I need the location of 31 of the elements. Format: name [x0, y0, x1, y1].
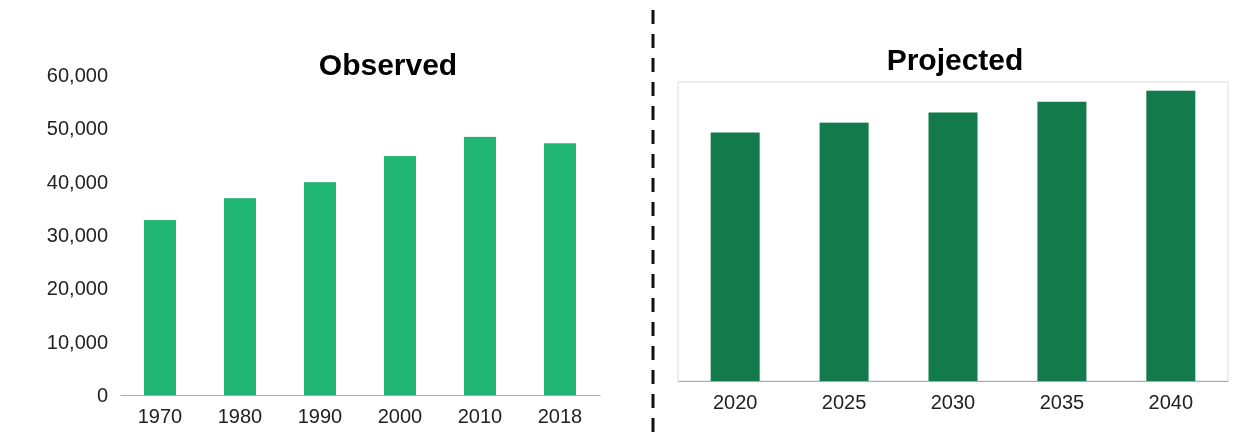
x-tick-label: 2000 [377, 405, 423, 428]
y-tick-label: 40,000 [46, 170, 108, 193]
x-tick-label: 2020 [712, 391, 758, 414]
bar [710, 132, 760, 381]
x-tick-label: 2030 [930, 391, 976, 414]
x-tick-label: 2010 [457, 405, 503, 428]
bar [928, 112, 978, 381]
bar [464, 136, 496, 395]
x-tick-label: 2035 [1039, 391, 1085, 414]
x-tick-label: 1970 [137, 405, 183, 428]
bar [544, 143, 576, 395]
y-tick-label: 60,000 [46, 63, 108, 86]
bar [819, 122, 869, 381]
chart-title: Projected [886, 43, 1024, 76]
y-tick-label: 0 [96, 383, 108, 406]
bar [1146, 90, 1196, 381]
bar [224, 198, 256, 395]
y-tick-label: 20,000 [46, 277, 108, 300]
x-tick-label: 2025 [821, 391, 867, 414]
y-tick-label: 50,000 [46, 117, 108, 140]
y-tick-label: 30,000 [46, 223, 108, 246]
bar [144, 220, 176, 395]
chart-title: Observed [318, 48, 458, 81]
x-tick-label: 2040 [1148, 391, 1194, 414]
bar [1037, 101, 1087, 381]
x-tick-label: 2018 [537, 405, 583, 428]
y-tick-label: 10,000 [46, 330, 108, 353]
x-tick-label: 1980 [217, 405, 263, 428]
x-tick-label: 1990 [297, 405, 343, 428]
bar [304, 182, 336, 395]
bar [384, 156, 416, 395]
